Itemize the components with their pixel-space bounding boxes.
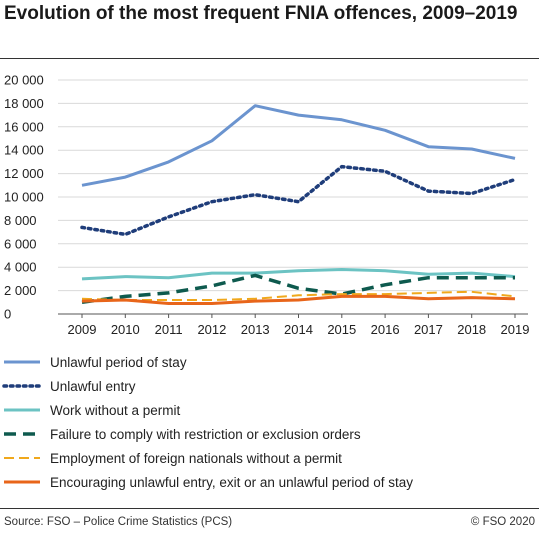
y-tick-label: 6 000 [4, 236, 37, 251]
y-tick-label: 16 000 [4, 119, 44, 134]
x-tick-label: 2011 [155, 322, 183, 337]
y-tick-label: 12 000 [4, 166, 44, 181]
chart-title: Evolution of the most frequent FNIA offe… [4, 3, 518, 24]
y-tick-label: 2 000 [4, 283, 37, 298]
x-tick-label: 2016 [371, 322, 400, 337]
y-tick-label: 4 000 [4, 260, 37, 275]
x-tick-label: 2018 [457, 322, 486, 337]
y-tick-label: 14 000 [4, 143, 44, 158]
y-tick-label: 10 000 [4, 190, 44, 205]
x-tick-label: 2010 [111, 322, 140, 337]
series-line [80, 164, 517, 237]
legend-label: Unlawful period of stay [50, 355, 187, 370]
x-tick-label: 2012 [197, 322, 226, 337]
x-tick-label: 2019 [501, 322, 530, 337]
y-tick-label: 20 000 [4, 73, 44, 88]
legend-label: Unlawful entry [50, 379, 136, 394]
x-tick-label: 2009 [68, 322, 97, 337]
line-chart: 0 2 000 4 000 6 000 8 000 10 000 12 000 14 000 1… [2, 73, 530, 490]
y-tick-label: 18 000 [4, 96, 44, 111]
bottom-divider [0, 508, 539, 509]
y-tick-label: 8 000 [4, 213, 37, 228]
series-line [81, 273, 515, 305]
series-line [81, 104, 516, 187]
x-tick-label: 2014 [284, 322, 313, 337]
legend-label: Work without a permit [50, 403, 181, 418]
legend-label: Failure to comply with restriction or ex… [50, 427, 361, 442]
x-tick-label: 2013 [241, 322, 270, 337]
copyright-note: © FSO 2020 [470, 516, 535, 528]
top-divider [0, 58, 539, 59]
x-tick-label: 2015 [327, 322, 356, 337]
legend-label: Employment of foreign nationals without … [50, 451, 342, 466]
series-line [81, 294, 516, 305]
legend-label: Encouraging unlawful entry, exit or an u… [50, 475, 413, 490]
series-line [81, 268, 516, 281]
x-tick-label: 2017 [414, 322, 443, 337]
source-note: Source: FSO – Police Crime Statistics (P… [4, 516, 233, 528]
series-line [81, 290, 516, 301]
y-tick-label: 0 [4, 307, 11, 322]
